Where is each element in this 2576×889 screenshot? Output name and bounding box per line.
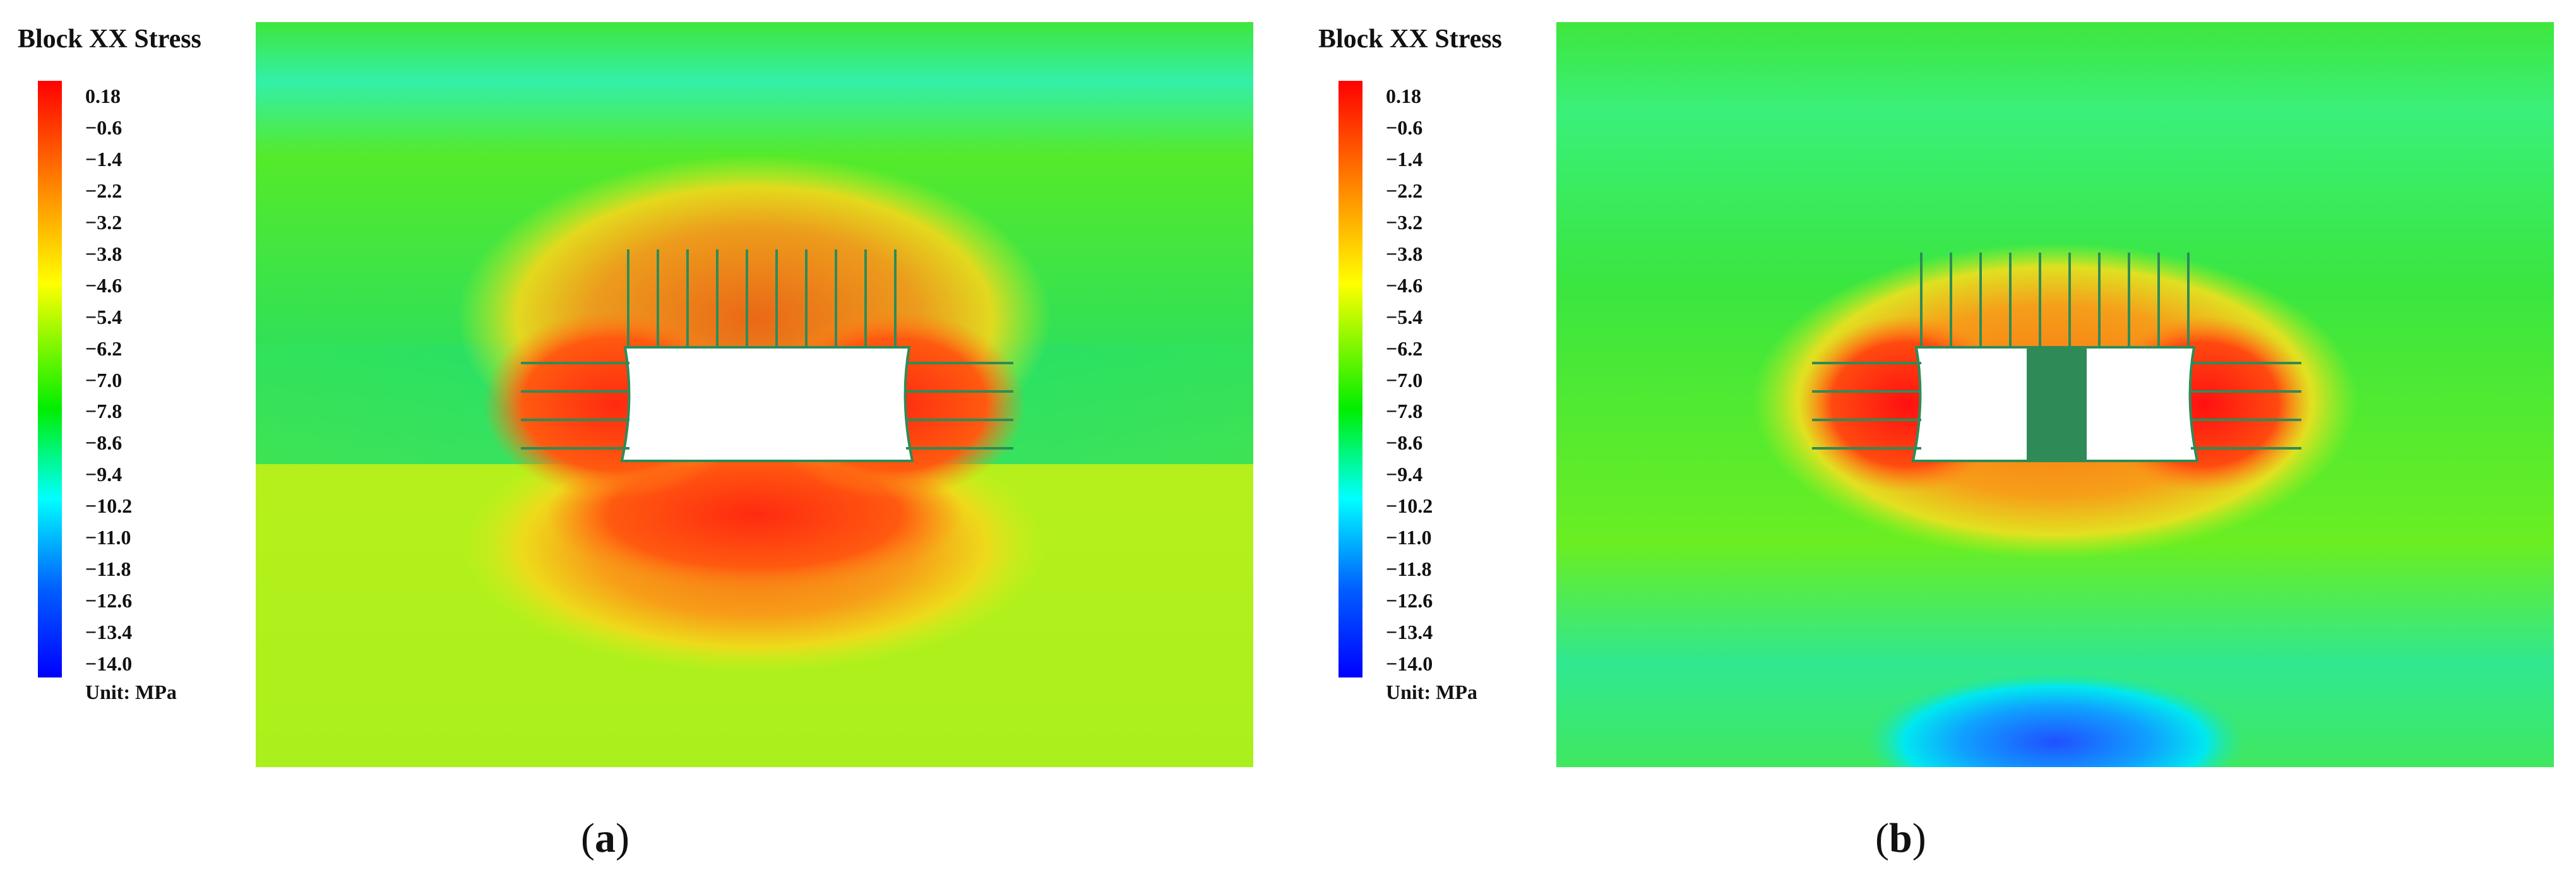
tick-label: −10.2 bbox=[85, 494, 133, 518]
tick-label: −3.2 bbox=[85, 210, 122, 234]
legend-title: Block XX Stress bbox=[18, 25, 201, 54]
tick-label: −4.6 bbox=[1386, 273, 1423, 297]
panel-caption: (a) bbox=[581, 815, 629, 861]
tick-label: −13.4 bbox=[1386, 621, 1433, 644]
stress-colorbar bbox=[38, 81, 62, 677]
stress-contour-plot bbox=[256, 22, 1253, 767]
tick-label: −7.8 bbox=[1386, 400, 1423, 423]
tick-label: −1.4 bbox=[85, 147, 122, 170]
tick-label: −3.8 bbox=[1386, 242, 1423, 265]
tick-label: −9.4 bbox=[85, 463, 122, 486]
tick-label: −3.2 bbox=[1386, 210, 1423, 234]
tick-label: −13.4 bbox=[85, 621, 133, 644]
tick-label: −14.0 bbox=[85, 652, 133, 675]
tick-label: −11.0 bbox=[1386, 526, 1432, 549]
tick-label: −12.6 bbox=[85, 589, 133, 612]
panel-a: Block XX Stress 0.18 −0.6 −1.4 −2.2 −3.2… bbox=[18, 22, 1253, 861]
legend-title: Block XX Stress bbox=[1318, 25, 1502, 54]
tick-label: −11.8 bbox=[1386, 558, 1432, 581]
tick-label: −1.4 bbox=[1386, 147, 1423, 170]
tick-label: −7.0 bbox=[85, 368, 122, 391]
stress-colorbar bbox=[1339, 81, 1363, 677]
panel-caption: (b) bbox=[1875, 815, 1926, 861]
tick-label: −8.6 bbox=[85, 431, 122, 455]
stress-contour-plot bbox=[1556, 22, 2554, 767]
tick-label: −11.8 bbox=[85, 558, 131, 581]
tick-label: −2.2 bbox=[1386, 179, 1423, 202]
tick-label: −0.6 bbox=[1386, 116, 1423, 139]
coal-pillar bbox=[2027, 347, 2087, 461]
tick-label: −5.4 bbox=[1386, 305, 1423, 328]
tick-label: −6.2 bbox=[1386, 337, 1423, 360]
tick-label: −7.8 bbox=[85, 400, 122, 423]
tick-label: −4.6 bbox=[85, 273, 122, 297]
tick-label: 0.18 bbox=[85, 85, 121, 107]
tick-label: −14.0 bbox=[1386, 652, 1433, 675]
tick-label: −12.6 bbox=[1386, 589, 1433, 612]
tick-label: −11.0 bbox=[85, 526, 131, 549]
tick-label: −8.6 bbox=[1386, 431, 1423, 455]
tick-label: −9.4 bbox=[1386, 463, 1423, 486]
tick-label: −2.2 bbox=[85, 179, 122, 202]
tick-label: 0.18 bbox=[1386, 85, 1421, 107]
tick-label: −6.2 bbox=[85, 337, 122, 360]
tick-label: −5.4 bbox=[85, 305, 122, 328]
tick-label: −0.6 bbox=[85, 116, 122, 139]
tick-label: −7.0 bbox=[1386, 368, 1423, 391]
panel-b: Block XX Stress 0.18 −0.6 −1.4 −2.2 −3.2… bbox=[1301, 0, 2576, 889]
tick-label: −10.2 bbox=[1386, 494, 1433, 518]
unit-label: Unit: MPa bbox=[85, 681, 177, 703]
unit-label: Unit: MPa bbox=[1386, 681, 1477, 703]
tick-label: −3.8 bbox=[85, 242, 122, 265]
